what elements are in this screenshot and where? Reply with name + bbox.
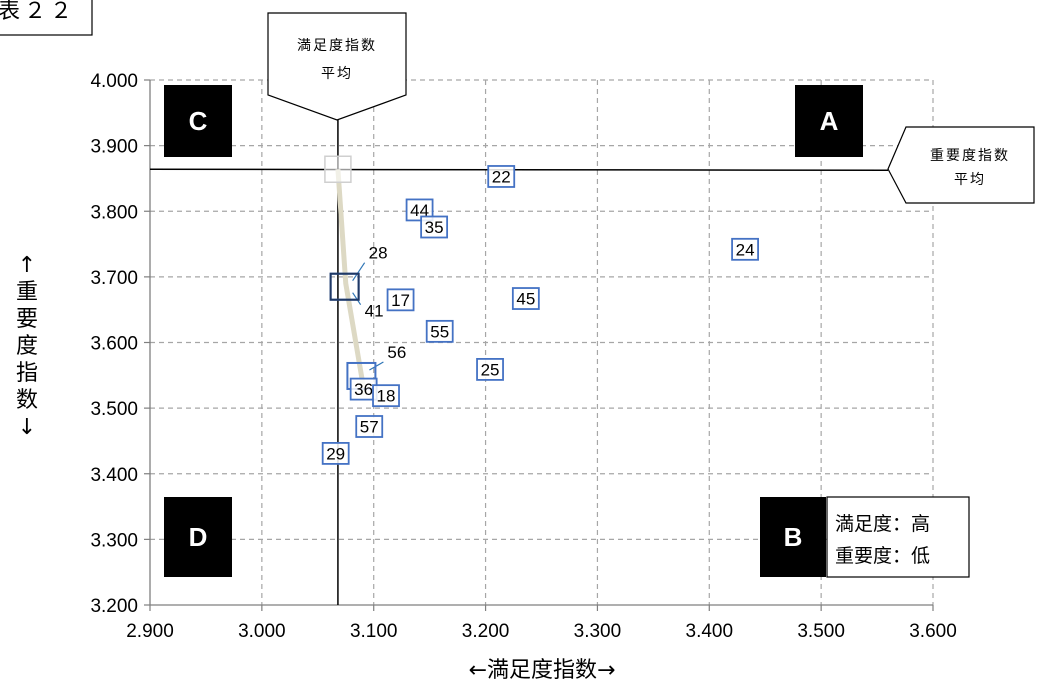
quadrant-a: A	[795, 85, 863, 157]
y-tick-label: 3.500	[90, 399, 138, 420]
quadrant-c-label: C	[189, 106, 208, 136]
y-axis-title-char: 数	[16, 388, 38, 413]
importance-average-callout: 重要度指数 平均	[887, 126, 1035, 204]
quadrant-b: B	[760, 497, 826, 577]
quadrant-b-label: B	[784, 522, 803, 552]
quadrant-a-label: A	[820, 106, 839, 136]
importance-average-label-1: 重要度指数	[930, 148, 1010, 164]
point-marker	[405, 198, 434, 222]
point-marker	[511, 287, 540, 310]
x-tick-label: 3.000	[238, 621, 286, 642]
satisfaction-average-label-2: 平均	[321, 66, 353, 82]
point-label-17: 17	[391, 291, 410, 310]
point-marker	[355, 415, 384, 438]
point-label-56: 56	[387, 343, 406, 362]
y-tick-label: 3.400	[90, 465, 138, 486]
quadrant-b-legend: 満足度：高 重要度：低	[826, 496, 970, 578]
y-axis-title-char: 要	[16, 307, 38, 332]
y-axis-title-char: 度	[16, 334, 38, 359]
y-axis-title-char: ↓	[18, 415, 36, 440]
y-tick-label: 3.200	[90, 596, 138, 617]
point-label-57: 57	[360, 418, 379, 437]
point-label-44: 44	[410, 201, 429, 220]
x-tick-label: 3.500	[797, 621, 845, 642]
satisfaction-average-label-1: 満足度指数	[297, 38, 377, 54]
y-tick-label: 3.800	[90, 202, 138, 223]
y-tick-label: 4.000	[90, 71, 138, 92]
quadrant-d: D	[164, 497, 232, 577]
x-tick-label: 3.300	[574, 621, 622, 642]
point-label-55: 55	[430, 322, 449, 341]
average-marker	[324, 155, 352, 183]
figure-label: 表２２	[0, 0, 93, 36]
point-marker	[487, 165, 516, 188]
y-axis-title-char: ↑	[18, 253, 36, 278]
y-tick-label: 3.300	[90, 530, 138, 551]
y-tick-label: 3.600	[90, 334, 138, 355]
point-label-28: 28	[369, 244, 388, 263]
importance-average-label-2: 平均	[954, 172, 986, 188]
point-label-45: 45	[516, 290, 535, 309]
point-marker	[476, 358, 504, 381]
figure-label-text: 表２２	[0, 0, 76, 24]
point-label-22: 22	[492, 167, 511, 186]
y-tick-label: 3.700	[90, 268, 138, 289]
point-marker	[321, 442, 350, 465]
x-tick-label: 3.600	[909, 621, 957, 642]
point-marker	[329, 272, 360, 301]
trend-trail	[335, 169, 368, 396]
x-tick-label: 3.200	[462, 621, 510, 642]
svg-text:↑重要度指数↓: ↑重要度指数↓	[16, 253, 38, 440]
satisfaction-average-callout: 満足度指数 平均	[267, 12, 407, 121]
importance-average-line	[149, 168, 889, 171]
point-label-35: 35	[425, 218, 444, 237]
axes	[144, 79, 934, 611]
y-axis-title-char: 指	[16, 361, 38, 386]
legend-b-line2: 重要度：低	[835, 545, 930, 567]
point-label-29: 29	[326, 444, 345, 463]
point-marker	[425, 319, 454, 343]
x-axis-title: ←満足度指数→	[469, 658, 616, 683]
point-marker	[386, 288, 415, 312]
x-tick-label: 2.900	[126, 621, 174, 642]
point-label-18: 18	[377, 387, 396, 406]
x-tick-label: 3.400	[686, 621, 734, 642]
label-leader-line	[352, 262, 366, 282]
point-label-41: 41	[365, 302, 384, 321]
point-label-24: 24	[736, 240, 755, 259]
point-marker	[372, 384, 400, 408]
point-marker	[731, 237, 759, 261]
x-tick-labels: 2.900 3.000 3.100 3.200 3.300 3.400 3.500 3.600	[126, 621, 957, 642]
quadrant-c: C	[164, 85, 232, 157]
legend-b-line1: 満足度：高	[835, 513, 930, 535]
leader-lines	[324, 155, 384, 396]
y-tick-label: 3.900	[90, 137, 138, 158]
quadrant-d-label: D	[189, 522, 208, 552]
y-tick-labels: 3.200 3.300 3.400 3.500 3.600 3.700 3.800 3.900…	[90, 71, 138, 617]
y-axis-title: ↑重要度指数↓	[16, 253, 38, 440]
point-label-25: 25	[481, 360, 500, 379]
point-marker	[420, 215, 449, 239]
point-label-36: 36	[354, 380, 373, 399]
y-axis-title-char: 重	[16, 280, 38, 305]
x-tick-label: 3.100	[350, 621, 398, 642]
